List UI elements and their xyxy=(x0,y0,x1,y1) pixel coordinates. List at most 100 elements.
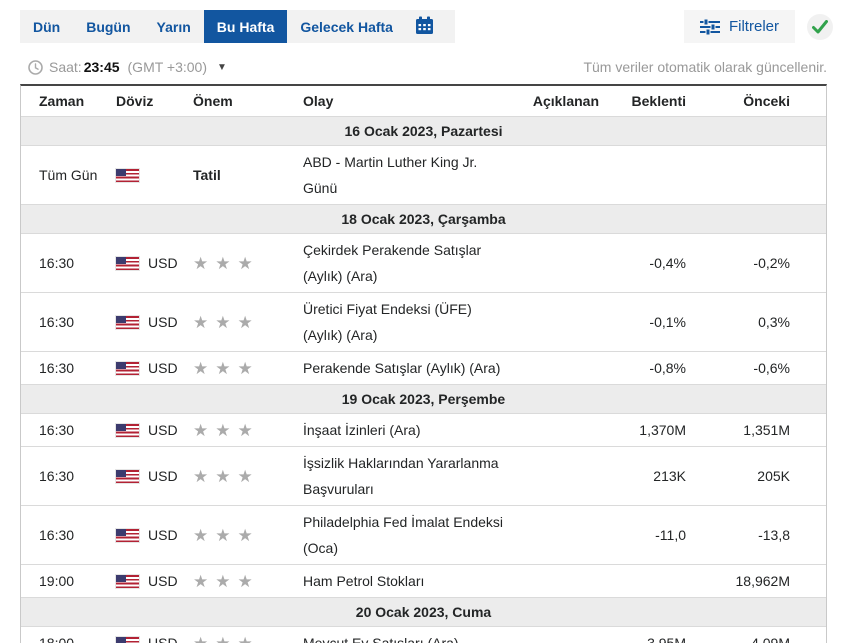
event-cell: ABD - Martin Luther King Jr. Günü xyxy=(303,149,509,201)
currency-cell: USD xyxy=(116,635,193,643)
currency-cell: USD xyxy=(116,360,193,376)
importance-cell: ★★★ xyxy=(193,422,303,439)
event-row: 16:30 USD ★★★ Üretici Fiyat Endeksi (ÜFE) (… xyxy=(21,293,826,352)
filter-sliders-icon xyxy=(699,18,720,35)
date-section-row: 18 Ocak 2023, Çarşamba xyxy=(21,205,826,234)
currency-code: USD xyxy=(148,468,178,484)
tab-bu-hafta[interactable]: Bu Hafta xyxy=(203,10,288,43)
event-time: 16:30 xyxy=(39,314,75,330)
forecast-value: -11,0 xyxy=(655,527,686,543)
tab-bugün[interactable]: Bugün xyxy=(73,10,143,43)
tab-gelecek-hafta[interactable]: Gelecek Hafta xyxy=(287,10,406,43)
event-name-link[interactable]: Mevcut Ev Satışları (Ara) xyxy=(303,635,459,643)
forecast-value: -0,8% xyxy=(649,360,686,376)
event-time: 16:30 xyxy=(39,360,75,376)
forecast-value: 1,370M xyxy=(639,422,686,438)
us-flag-icon xyxy=(116,361,139,375)
column-header: Önceki xyxy=(743,93,790,109)
previous-value: -0,2% xyxy=(753,255,790,271)
previous-value: -0,6% xyxy=(753,360,790,376)
timezone-label: (GMT +3:00) xyxy=(127,59,208,75)
event-row: Tüm Gün Tatil ABD - Martin Luther King Jr.… xyxy=(21,146,826,205)
us-flag-icon xyxy=(116,423,139,437)
currency-code: USD xyxy=(148,314,178,330)
auto-update-note: Tüm veriler otomatik olarak güncellenir. xyxy=(583,59,827,75)
importance-cell: ★★★ xyxy=(193,255,303,272)
event-cell: Mevcut Ev Satışları (Ara) xyxy=(303,630,509,643)
date-section-row: 20 Ocak 2023, Cuma xyxy=(21,598,826,627)
us-flag-icon xyxy=(116,528,139,542)
column-header: Beklenti xyxy=(631,93,686,109)
table-header-row: Zaman Döviz Önem Olay Açıklanan Beklenti Öncek… xyxy=(21,86,826,117)
column-header: Döviz xyxy=(116,93,154,109)
event-name-link[interactable]: İşsizlik Haklarından Yararlanma Başvurul… xyxy=(303,455,499,497)
currency-code: USD xyxy=(148,527,178,543)
calendar-picker-button[interactable] xyxy=(406,10,443,43)
tab-dün[interactable]: Dün xyxy=(20,10,73,43)
event-row: 16:30 USD ★★★ Perakende Satışlar (Aylık) (A… xyxy=(21,352,826,385)
previous-value: 205K xyxy=(757,468,790,484)
column-header: Zaman xyxy=(39,93,85,109)
previous-value: -13,8 xyxy=(758,527,790,543)
us-flag-icon xyxy=(116,469,139,483)
tab-yarın[interactable]: Yarın xyxy=(144,10,204,43)
importance-stars-icon: ★★★ xyxy=(193,358,260,378)
currency-code: USD xyxy=(148,635,178,643)
previous-value: 18,962M xyxy=(735,573,790,589)
event-cell: Üretici Fiyat Endeksi (ÜFE) (Aylık) (Ara… xyxy=(303,296,509,348)
currency-code: USD xyxy=(148,422,178,438)
forecast-value: -0,4% xyxy=(649,255,686,271)
us-flag-icon xyxy=(116,168,139,182)
currency-cell: USD xyxy=(116,314,193,330)
event-time: 19:00 xyxy=(39,573,75,589)
event-row: 16:30 USD ★★★ İşsizlik Haklarından Yararlan… xyxy=(21,447,826,506)
importance-cell: ★★★ xyxy=(193,573,303,590)
us-flag-icon xyxy=(116,256,139,270)
toolbar-right: Filtreler xyxy=(683,10,833,43)
column-header: Olay xyxy=(303,93,334,109)
clock-icon xyxy=(28,59,43,75)
currency-code: USD xyxy=(148,255,178,271)
importance-stars-icon: ★★★ xyxy=(193,466,260,486)
filters-button[interactable]: Filtreler xyxy=(683,10,795,43)
green-check-icon xyxy=(807,13,833,40)
event-cell: Ham Petrol Stokları xyxy=(303,568,509,594)
event-cell: Çekirdek Perakende Satışlar (Aylık) (Ara… xyxy=(303,237,509,289)
column-header: Önem xyxy=(193,93,233,109)
us-flag-icon xyxy=(116,636,139,643)
importance-stars-icon: ★★★ xyxy=(193,633,260,643)
importance-stars-icon: ★★★ xyxy=(193,312,260,332)
event-name-link[interactable]: Philadelphia Fed İmalat Endeksi (Oca) xyxy=(303,514,504,556)
event-cell: Philadelphia Fed İmalat Endeksi (Oca) xyxy=(303,509,509,561)
previous-value: 4,09M xyxy=(751,635,790,643)
event-time: 16:30 xyxy=(39,527,75,543)
calendar-icon xyxy=(415,16,433,34)
event-name-link[interactable]: ABD - Martin Luther King Jr. Günü xyxy=(303,154,478,196)
importance-cell: ★★★ xyxy=(193,360,303,377)
previous-value: 1,351M xyxy=(743,422,790,438)
event-name-link[interactable]: Perakende Satışlar (Aylık) (Ara) xyxy=(303,360,501,376)
event-time: Tüm Gün xyxy=(39,167,98,183)
event-name-link[interactable]: İnşaat İzinleri (Ara) xyxy=(303,422,421,438)
event-cell: İşsizlik Haklarından Yararlanma Başvurul… xyxy=(303,450,509,502)
event-cell: Perakende Satışlar (Aylık) (Ara) xyxy=(303,355,509,381)
table-body: 16 Ocak 2023, Pazartesi Tüm Gün Tatil ABD -… xyxy=(21,117,826,643)
column-header: Açıklanan xyxy=(532,93,599,109)
clock-label: Saat: xyxy=(49,59,82,75)
us-flag-icon xyxy=(116,315,139,329)
currency-code: USD xyxy=(148,573,178,589)
timezone-selector[interactable]: Saat: 23:45 (GMT +3:00) ▼ xyxy=(28,59,227,75)
importance-stars-icon: ★★★ xyxy=(193,525,260,545)
currency-cell: USD xyxy=(116,468,193,484)
event-name-link[interactable]: Ham Petrol Stokları xyxy=(303,573,425,589)
currency-cell: USD xyxy=(116,573,193,589)
importance-cell: ★★★ xyxy=(193,635,303,643)
currency-cell: USD xyxy=(116,422,193,438)
event-time: 16:30 xyxy=(39,468,75,484)
forecast-value: -0,1% xyxy=(649,314,686,330)
holiday-label: Tatil xyxy=(193,167,221,183)
event-name-link[interactable]: Çekirdek Perakende Satışlar (Aylık) (Ara… xyxy=(303,242,482,284)
currency-cell: USD xyxy=(116,527,193,543)
importance-cell: ★★★ xyxy=(193,468,303,485)
event-name-link[interactable]: Üretici Fiyat Endeksi (ÜFE) (Aylık) (Ara… xyxy=(303,301,472,343)
